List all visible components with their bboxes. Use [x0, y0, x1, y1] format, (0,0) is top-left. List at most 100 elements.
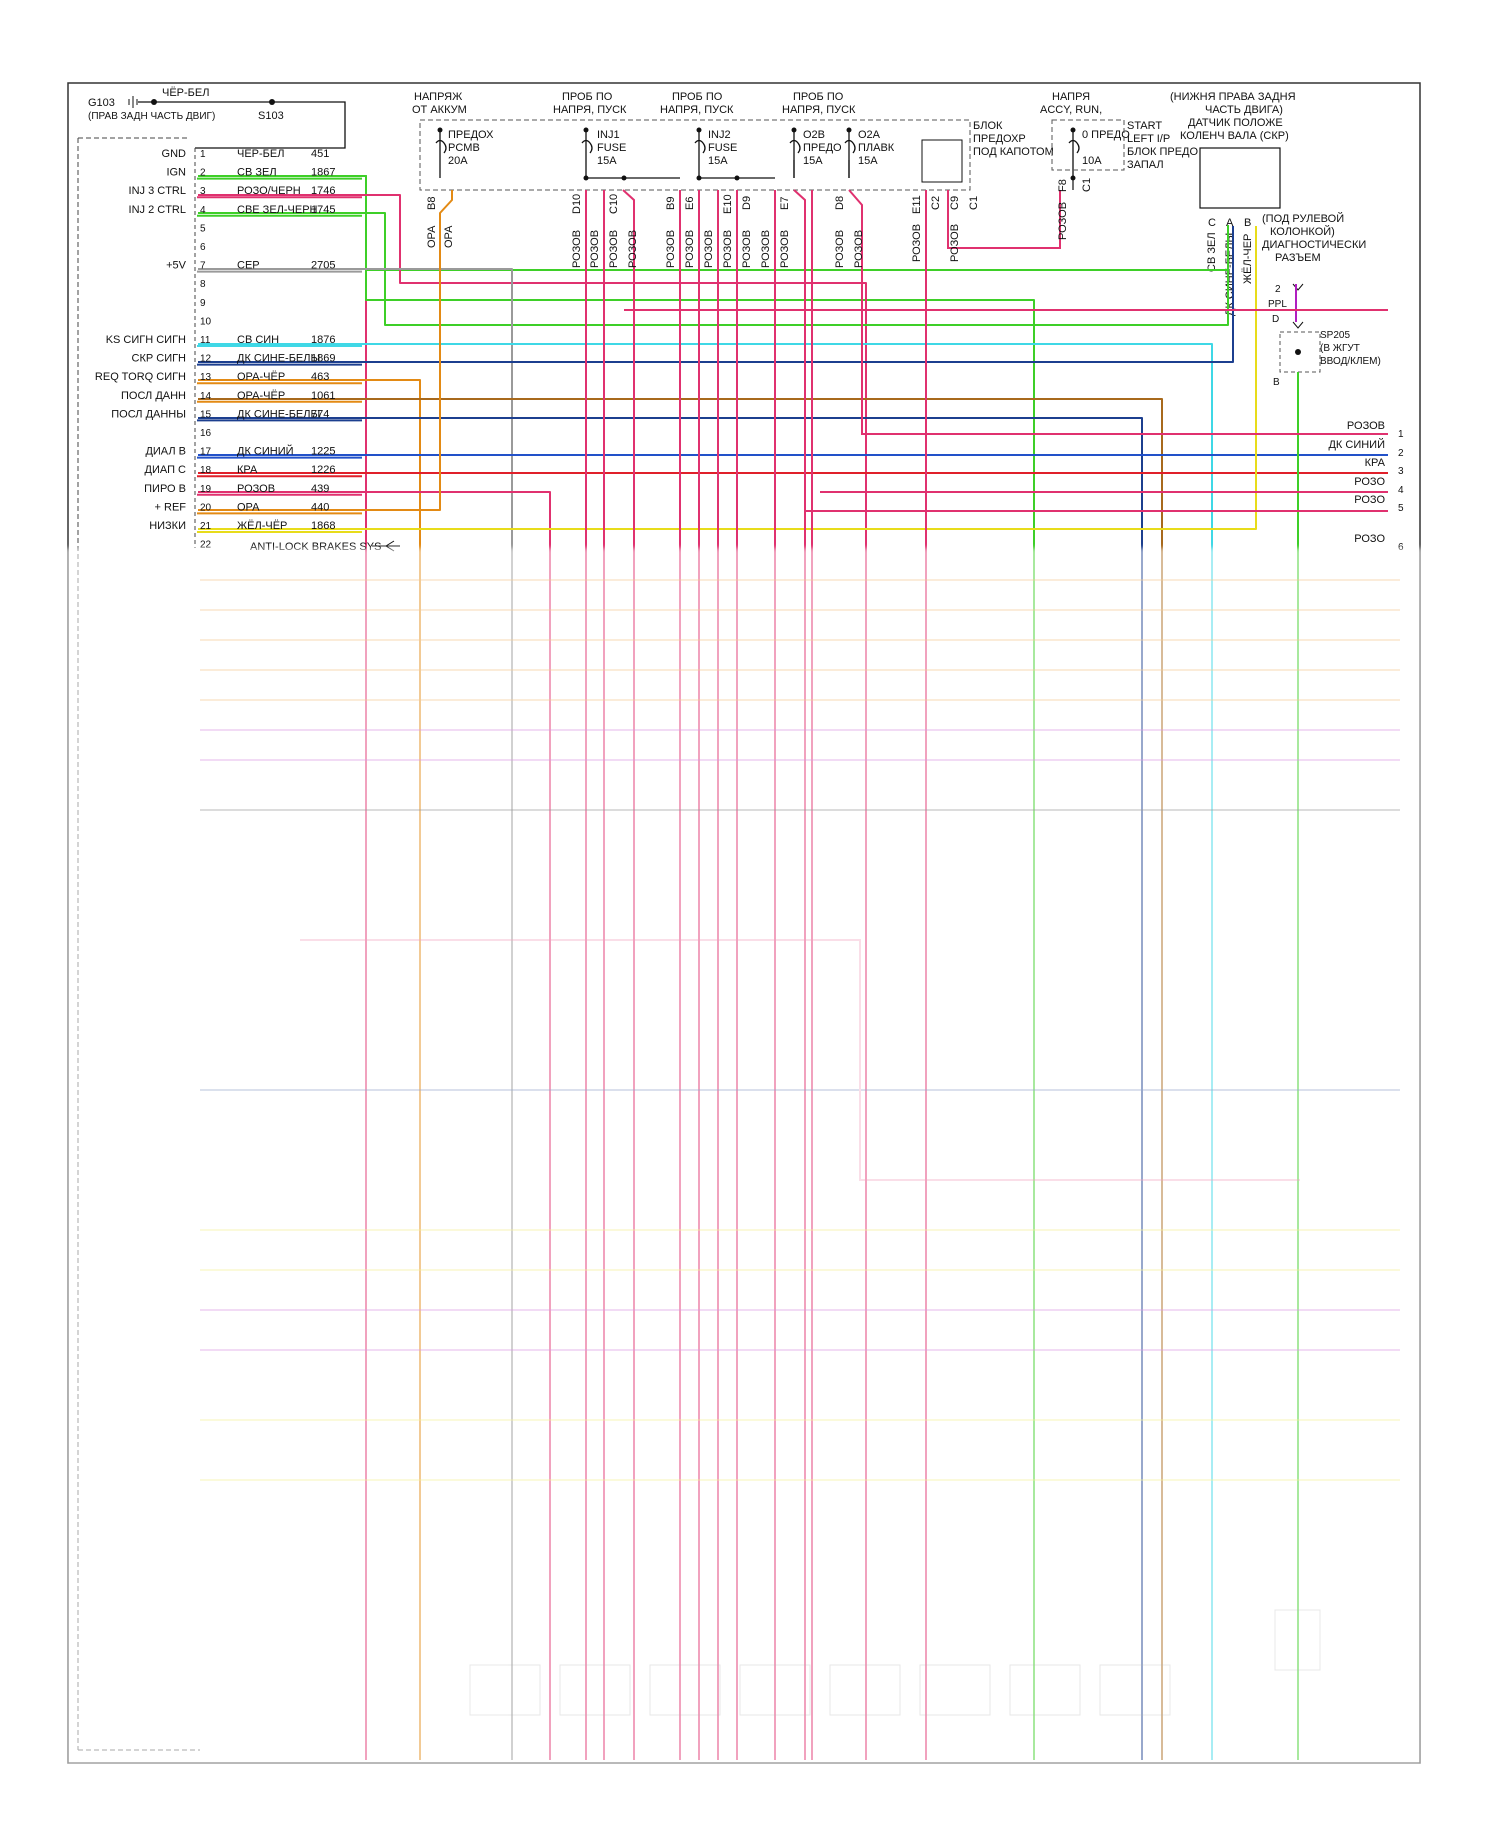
fuse-o2b: O2B [803, 129, 825, 141]
right-conn-wire: РОЗО [1354, 476, 1385, 488]
pcm-wire-color: ОРА [237, 501, 260, 513]
col-wire: РОЗОВ [1057, 202, 1069, 240]
pcm-row: 10 [200, 316, 212, 327]
pcm-pin-number: 7 [200, 261, 206, 272]
fuse-block-label: БЛОК ПРЕДОХР ПОД КАПОТОМ [973, 120, 1054, 158]
column-labels: B8 ОРА ОРА D10 РОЗОВ РОЗОВ C10 РОЗОВ РОЗ… [426, 178, 1093, 268]
pcm-circuit-number: 463 [311, 371, 329, 383]
svg-text:РАЗЪЕМ: РАЗЪЕМ [1275, 252, 1321, 264]
svg-text:СВ ЗЕЛ: СВ ЗЕЛ [1206, 232, 1218, 272]
col-pin: C9 [949, 196, 961, 210]
pcm-pin-name: REQ TORQ СИГН [95, 371, 186, 383]
pcm-pin-number: 22 [200, 540, 212, 551]
svg-text:ВВОД/КЛЕМ): ВВОД/КЛЕМ) [1320, 356, 1381, 367]
svg-text:B: B [1273, 377, 1280, 388]
pcm-pin-number: 10 [200, 316, 212, 327]
col-wire: РОЗОВ [741, 230, 753, 268]
col-pin: F8 [1057, 179, 1069, 192]
svg-text:15A: 15A [708, 155, 728, 167]
pcm-pin-number: 5 [200, 223, 206, 234]
svg-text:START: START [1127, 120, 1162, 132]
pcm-circuit-number: 1876 [311, 334, 335, 346]
right-conn-wire: КРА [1365, 457, 1386, 469]
svg-text:PCMB: PCMB [448, 142, 480, 154]
pcm-wire-color: ДК СИНИЙ [237, 445, 294, 458]
pcm-pin-name: ДИАП С [145, 464, 187, 476]
block-label: НАПРЯ, ПУСК [660, 104, 734, 116]
pcm-pin-number: 9 [200, 298, 206, 309]
col-pin: E6 [684, 197, 696, 210]
pcm-row: ПОСЛ ДАНН 14 ОРА-ЧЁР 1061 [121, 390, 362, 403]
col-wire: РОЗОВ [627, 230, 639, 268]
pcm-circuit-number: 1867 [311, 167, 335, 179]
col-wire: РОЗОВ [760, 230, 772, 268]
col-wire: РОЗОВ [949, 224, 961, 262]
pcm-wire-color: СВ СИН [237, 334, 279, 346]
col-wire: РОЗОВ [853, 230, 865, 268]
pcm-pin-number: 15 [200, 409, 212, 420]
fuse-inj2: INJ2 [708, 129, 731, 141]
pcm-pin-name: KS СИГН СИГН [106, 334, 186, 346]
svg-text:B: B [1244, 217, 1251, 229]
col-wire: ОРА [443, 225, 455, 248]
block-label: ACCY, RUN, [1040, 104, 1102, 116]
pcm-pin-number: 2 [200, 168, 206, 179]
col-wire: РОЗОВ [911, 224, 923, 262]
right-conn-wire: РОЗО [1354, 494, 1385, 506]
fuse-ign: 0 ПРЕДО [1082, 129, 1130, 141]
pcm-wire-color: СЕР [237, 260, 260, 272]
right-conn-pin: 6 [1398, 542, 1404, 553]
pcm-pin-name: СКР СИГН [132, 353, 187, 365]
pcm-row: НИЗКИ 21 ЖЁЛ-ЧЁР 1868 [149, 520, 362, 533]
pcm-pin-name: +5V [166, 260, 187, 272]
svg-text:КОЛЕНЧ ВАЛА (СКР): КОЛЕНЧ ВАЛА (СКР) [1180, 130, 1289, 142]
pcm-circuit-number: 451 [311, 148, 329, 160]
pcm-circuit-number: 440 [311, 501, 329, 513]
col-pin: D8 [834, 196, 846, 210]
pcm-pin-number: 4 [200, 205, 206, 216]
pcm-wire-color: СВ ЗЕЛ [237, 167, 277, 179]
svg-text:БЛОК ПРЕДО: БЛОК ПРЕДО [1127, 146, 1198, 158]
pcm-pin-number: 16 [200, 428, 212, 439]
ckp-pins: C A B [1208, 217, 1251, 229]
pcm-pin-name: IGN [166, 167, 186, 179]
pcm-pin-number: 12 [200, 354, 212, 365]
pcm-row: ДИАП С 18 КРА 1226 [145, 464, 362, 478]
fuse-labels: ПРЕДОХ PCMB 20A INJ1 FUSE 15A INJ2 FUSE … [448, 129, 1130, 167]
pcm-row: IGN 2 СВ ЗЕЛ 1867 [166, 167, 362, 180]
pcm-row: INJ 3 CTRL 3 РОЗО/ЧЕРН 1746 [129, 185, 362, 199]
col-pin: E7 [779, 197, 791, 210]
svg-text:(В ЖГУТ: (В ЖГУТ [1320, 343, 1360, 354]
block-label: НАПРЯ [1052, 91, 1090, 103]
svg-text:ЧАСТЬ ДВИГА): ЧАСТЬ ДВИГА) [1205, 104, 1283, 116]
svg-text:20A: 20A [448, 155, 468, 167]
svg-text:2: 2 [1275, 284, 1281, 295]
pcm-row: REQ TORQ СИГН 13 ОРА-ЧЁР 463 [95, 371, 362, 385]
right-connector: РОЗОВ 1 ДК СИНИЙ 2 КРА 3 РОЗО 4 РОЗО 5 РОЗО 6 [1328, 420, 1404, 553]
pcm-pin-number: 13 [200, 372, 212, 383]
fuse-symbols [435, 130, 1080, 178]
pcm-pin-name: GND [162, 148, 187, 160]
svg-text:10A: 10A [1082, 155, 1102, 167]
block-label: НАПРЯЖ [414, 91, 462, 103]
svg-text:ДК СИНЕ-БЕЛЫ: ДК СИНЕ-БЕЛЫ [1224, 233, 1236, 316]
right-conn-wire: ДК СИНИЙ [1328, 438, 1385, 451]
col-pin: D10 [571, 194, 583, 214]
svg-text:ПЛАВК: ПЛАВК [858, 142, 895, 154]
col-wire: РОЗОВ [571, 230, 583, 268]
pcm-wire-color: ЧЁР-БЕЛ [237, 148, 284, 160]
pcm-circuit-number: 1745 [311, 204, 335, 216]
pcm-pin-name: ПОСЛ ДАННЫ [111, 408, 186, 420]
pcm-row: 22 [200, 540, 212, 551]
svg-text:D: D [1272, 314, 1279, 325]
right-conn-wire: РОЗО [1354, 533, 1385, 545]
pcm-row: 8 [200, 279, 206, 290]
ground-g103: ЧЁР-БЕЛ G103 (ПРАВ ЗАДН ЧАСТЬ ДВИГ) S103 [88, 87, 346, 149]
pcm-wire-color: РОЗОВ [237, 483, 275, 495]
col-pin: E11 [911, 195, 923, 214]
pcm-row: ДИАЛ В 17 ДК СИНИЙ 1225 [145, 445, 362, 459]
splice-s103: S103 [258, 110, 284, 122]
pcm-pin-number: 6 [200, 242, 206, 253]
fuse-inj1: INJ1 [597, 129, 620, 141]
col-pin: D9 [741, 196, 753, 210]
